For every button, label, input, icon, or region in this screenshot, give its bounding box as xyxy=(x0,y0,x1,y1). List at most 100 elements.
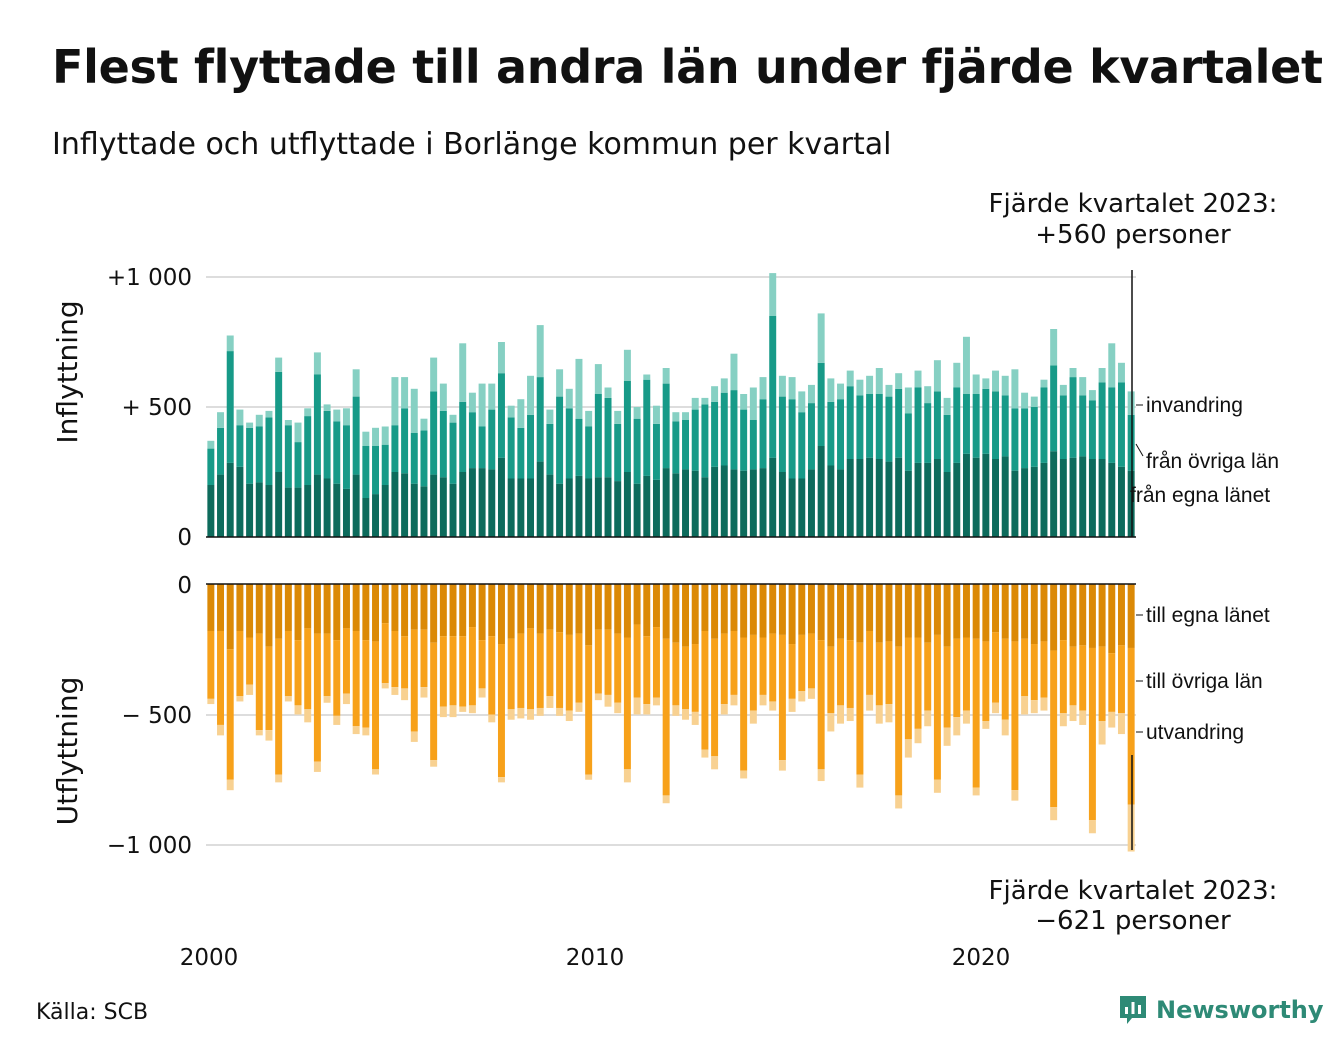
utflyttning-bar-3-29 xyxy=(488,714,496,723)
utflyttning-bar-2-32 xyxy=(517,633,525,708)
inflyttning-bar-2-95 xyxy=(1127,414,1135,471)
utflyttning-bar-1-86 xyxy=(1040,584,1048,642)
utflyttning-bar-3-26 xyxy=(459,706,467,712)
inflyttning-bar-2-9 xyxy=(294,442,302,488)
utflyttning-bar-2-63 xyxy=(817,640,825,770)
inflyttning-bar-2-62 xyxy=(807,403,815,470)
utflyttning-bar-1-16 xyxy=(362,584,370,641)
utflyttning-bar-1-34 xyxy=(536,584,544,634)
utflyttning-bar-2-94 xyxy=(1117,645,1125,714)
utflyttning-bar-2-6 xyxy=(265,646,273,731)
inflyttning-bar-3-13 xyxy=(333,409,341,422)
inflyttning-bar-2-53 xyxy=(720,392,728,466)
inflyttning-bar-2-60 xyxy=(788,399,796,479)
utflyttning-bar-3-86 xyxy=(1040,697,1048,711)
inflyttning-bar-1-37 xyxy=(565,478,573,537)
utflyttning-bar-1-27 xyxy=(468,584,476,628)
inflyttning-bar-3-52 xyxy=(711,386,719,402)
utflyttning-bar-3-87 xyxy=(1050,807,1058,821)
utflyttning-bar-3-49 xyxy=(682,709,690,720)
inflyttning-bar-1-4 xyxy=(246,483,254,537)
utflyttning-bar-1-67 xyxy=(856,584,864,643)
utflyttning-bar-1-80 xyxy=(982,584,990,642)
inflyttning-bar-2-79 xyxy=(972,394,980,458)
inflyttning-bar-1-36 xyxy=(556,483,564,537)
utflyttning-bar-3-84 xyxy=(1021,696,1029,715)
utflyttning-bar-3-68 xyxy=(866,694,874,711)
inflyttning-bar-3-16 xyxy=(362,431,370,446)
utflyttning-bar-1-71 xyxy=(895,584,903,647)
inflyttning-bar-1-31 xyxy=(507,478,515,537)
inflyttning-bar-3-38 xyxy=(575,358,583,419)
inflyttning-bar-2-88 xyxy=(1059,395,1067,459)
utflyttning-bar-2-88 xyxy=(1059,640,1067,714)
utflyttning-bar-3-39 xyxy=(585,774,593,780)
utflyttning-bar-1-29 xyxy=(488,584,496,637)
utflyttning-bar-1-3 xyxy=(236,584,244,631)
inflyttning-bar-1-84 xyxy=(1021,468,1029,537)
utflyttning-bar-3-47 xyxy=(662,795,670,804)
utflyttning-bar-3-45 xyxy=(643,704,651,715)
inflyttning-bar-3-32 xyxy=(517,399,525,428)
ytick-out-1000: −1 000 xyxy=(107,833,192,859)
utflyttning-bar-3-11 xyxy=(313,761,321,772)
annotation-bottom-line2: −621 personer xyxy=(1035,906,1231,936)
inflyttning-bar-3-92 xyxy=(1098,368,1106,383)
utflyttning-bar-2-9 xyxy=(294,640,302,706)
utflyttning-bar-1-74 xyxy=(924,584,932,643)
inflyttning-bar-1-54 xyxy=(730,469,738,537)
utflyttning-bar-2-55 xyxy=(740,637,748,771)
inflyttning-bar-2-25 xyxy=(449,422,457,484)
utflyttning-bar-2-30 xyxy=(497,644,505,778)
inflyttning-bar-3-33 xyxy=(527,375,535,415)
inflyttning-bar-2-29 xyxy=(488,409,496,470)
inflyttning-bar-1-72 xyxy=(904,470,912,537)
utflyttning-bar-2-91 xyxy=(1088,647,1096,821)
inflyttning-bar-3-7 xyxy=(275,357,283,372)
utflyttning-bar-1-15 xyxy=(352,584,360,631)
utflyttning-bar-2-83 xyxy=(1011,641,1019,791)
inflyttning-bar-1-42 xyxy=(614,481,622,537)
inflyttning-bar-1-21 xyxy=(410,483,418,537)
utflyttning-bar-2-7 xyxy=(275,638,283,775)
utflyttning-bar-3-25 xyxy=(449,705,457,718)
inflyttning-bar-3-61 xyxy=(798,391,806,413)
utflyttning-bar-1-37 xyxy=(565,584,573,635)
utflyttning-bar-1-11 xyxy=(313,584,321,634)
inflyttning-bar-2-1 xyxy=(217,427,225,475)
utflyttning-bar-2-69 xyxy=(875,642,883,706)
utflyttning-bar-3-72 xyxy=(904,739,912,758)
utflyttning-bar-3-95 xyxy=(1127,804,1135,852)
inflyttning-bar-2-21 xyxy=(410,433,418,484)
utflyttning-bar-2-15 xyxy=(352,630,360,727)
utflyttning-bar-1-49 xyxy=(682,584,690,647)
utflyttning-bar-2-62 xyxy=(807,633,815,689)
inflyttning-bar-2-24 xyxy=(439,410,447,478)
utflyttning-bar-3-54 xyxy=(730,694,738,706)
utflyttning-bar-3-38 xyxy=(575,702,583,712)
utflyttning-bar-2-20 xyxy=(401,636,409,689)
utflyttning-bar-2-71 xyxy=(895,646,903,796)
inflyttning-bar-2-87 xyxy=(1050,365,1058,452)
inflyttning-bar-2-17 xyxy=(372,446,380,495)
utflyttning-bar-3-8 xyxy=(284,696,292,702)
inflyttning-bar-3-88 xyxy=(1059,384,1067,396)
inflyttning-bar-2-57 xyxy=(759,399,767,469)
inflyttning-bar-1-67 xyxy=(856,459,864,537)
utflyttning-bar-2-3 xyxy=(236,630,244,697)
inflyttning-bar-2-27 xyxy=(468,412,476,469)
inflyttning-bar-1-50 xyxy=(691,470,699,537)
utflyttning-bar-1-66 xyxy=(846,584,854,641)
inflyttning-bar-2-52 xyxy=(711,401,719,467)
inflyttning-bar-2-86 xyxy=(1040,387,1048,463)
ytick-in-0: 0 xyxy=(177,525,192,551)
inflyttning-bar-1-81 xyxy=(992,459,1000,537)
utflyttning-bar-3-2 xyxy=(226,779,234,791)
ytick-in-1000: +1 000 xyxy=(107,265,192,291)
inflyttning-bar-3-10 xyxy=(304,408,312,417)
inflyttning-bar-2-42 xyxy=(614,423,622,482)
inflyttning-bar-1-49 xyxy=(682,469,690,537)
utflyttning-bar-1-57 xyxy=(759,584,767,638)
newsworthy-logo-icon xyxy=(1120,996,1146,1024)
